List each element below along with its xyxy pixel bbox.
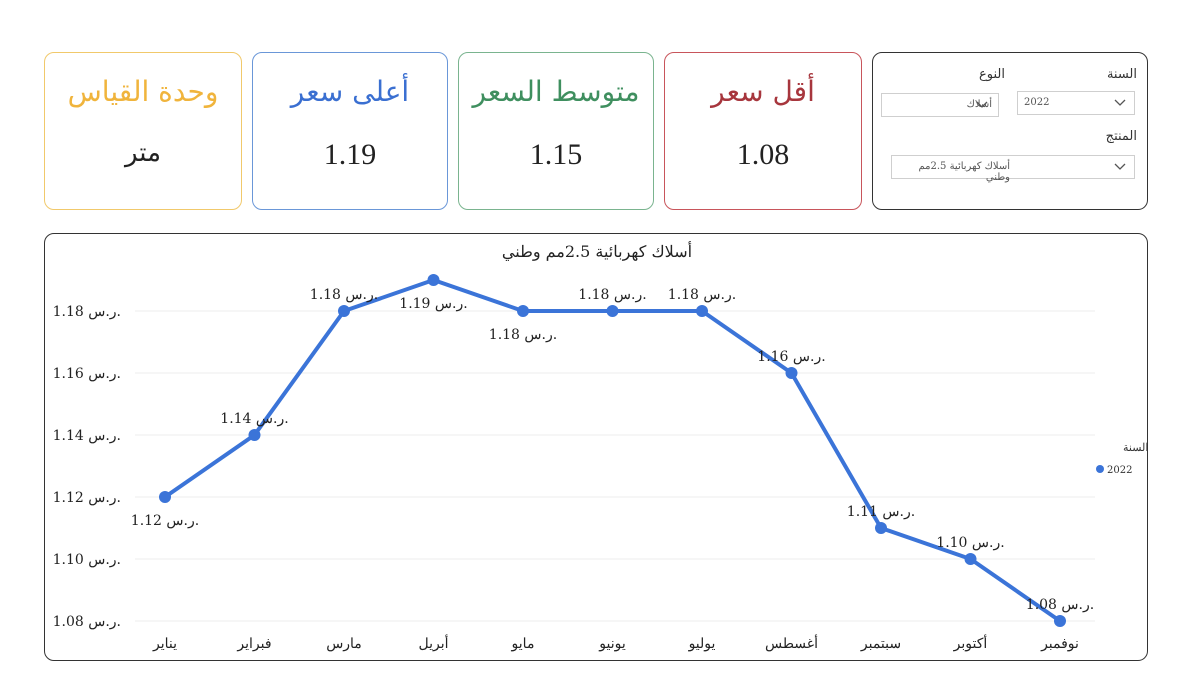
series-line-2022	[163, 278, 1062, 623]
year-filter-label: السنة	[1106, 67, 1137, 82]
data-point[interactable]	[785, 367, 798, 379]
data-label: 1.11 ر.س.	[847, 504, 915, 520]
data-point[interactable]	[159, 491, 171, 503]
kpi-max-title: أعلى سعر	[290, 75, 410, 108]
product-dropdown-value: أسلاك كهربائية 2.5مم وطني	[918, 161, 1010, 183]
price-line-chart: أسلاك كهربائية 2.5مم وطني 1.12 ر.س. 1.14 …	[53, 241, 1149, 652]
kpi-max-value: 1.19	[323, 138, 377, 171]
data-point[interactable]	[875, 522, 887, 534]
x-tick-label: أبريل	[418, 633, 448, 652]
y-tick-label: 1.18 ر.س.	[53, 304, 121, 320]
data-point[interactable]	[964, 553, 977, 565]
y-tick-label: 1.16 ر.س.	[53, 366, 121, 382]
type-dropdown[interactable]: أسلاك	[881, 93, 999, 117]
data-label: 1.16 ر.س.	[757, 349, 825, 365]
data-label: 1.10 ر.س.	[936, 535, 1004, 551]
data-label: 1.08 ر.س.	[1026, 597, 1094, 613]
data-label: 1.12 ر.س.	[131, 513, 199, 529]
chart-title: أسلاك كهربائية 2.5مم وطني	[502, 241, 692, 261]
kpi-card-unit: وحدة القياس متر	[44, 52, 242, 210]
kpi-min-title: أقل سعر	[711, 75, 815, 108]
x-tick-label: أغسطس	[765, 633, 818, 652]
type-filter-label: النوع	[979, 67, 1005, 82]
legend-title: السنة	[1123, 441, 1148, 454]
data-point[interactable]	[1054, 615, 1066, 627]
chevron-down-icon	[1114, 163, 1126, 170]
data-point[interactable]	[248, 429, 261, 441]
x-tick-label: نوفمبر	[1040, 636, 1079, 652]
data-point[interactable]	[517, 305, 529, 317]
y-tick-label: 1.10 ر.س.	[53, 552, 121, 568]
kpi-unit-value: متر	[124, 138, 162, 168]
data-point[interactable]	[606, 305, 619, 317]
x-tick-label: فبراير	[236, 636, 271, 652]
data-point[interactable]	[696, 305, 708, 317]
data-label: 1.18 ر.س.	[489, 327, 557, 343]
kpi-card-min-price: أقل سعر 1.08	[664, 52, 862, 210]
product-dropdown[interactable]: أسلاك كهربائية 2.5مم وطني	[891, 155, 1135, 183]
year-dropdown-value: 2022	[1024, 97, 1050, 108]
x-tick-label: يونيو	[598, 636, 626, 652]
x-tick-label: يوليو	[688, 636, 716, 652]
x-tick-label: يناير	[152, 636, 177, 652]
x-tick-label: أكتوبر	[953, 633, 988, 652]
x-tick-label: مايو	[511, 636, 535, 652]
kpi-card-max-price: أعلى سعر 1.19	[252, 52, 448, 210]
product-filter-label: المنتج	[1105, 129, 1137, 144]
kpi-unit-title: وحدة القياس	[67, 75, 219, 108]
kpi-min-value: 1.08	[736, 138, 790, 171]
data-label: 1.14 ر.س.	[220, 411, 288, 427]
y-tick-label: 1.08 ر.س.	[53, 614, 121, 630]
chevron-down-icon	[1114, 99, 1126, 106]
y-tick-label: 1.14 ر.س.	[53, 428, 121, 444]
chart-card: أسلاك كهربائية 2.5مم وطني 1.12 ر.س. 1.14 …	[44, 233, 1148, 661]
data-point[interactable]	[427, 274, 440, 286]
legend-marker-2022	[1096, 465, 1104, 473]
data-label: 1.18 ر.س.	[668, 287, 736, 303]
kpi-avg-title: متوسط السعر	[472, 75, 640, 108]
data-label: 1.18 ر.س.	[578, 287, 646, 303]
x-tick-label: سبتمبر	[860, 636, 901, 652]
kpi-avg-value: 1.15	[529, 138, 583, 171]
legend-entry-2022: 2022	[1107, 465, 1132, 476]
kpi-card-avg-price: متوسط السعر 1.15	[458, 52, 654, 210]
data-label: 1.19 ر.س.	[399, 296, 467, 312]
year-dropdown[interactable]: 2022	[1017, 91, 1135, 115]
filters-panel: السنة 2022 النوع أسلاك المنتج أسلاك كهرب…	[872, 52, 1148, 210]
data-label: 1.18 ر.س.	[310, 287, 378, 303]
y-tick-label: 1.12 ر.س.	[53, 490, 121, 506]
chevron-down-icon	[976, 101, 988, 108]
x-tick-label: مارس	[326, 636, 362, 652]
data-point[interactable]	[338, 305, 350, 317]
